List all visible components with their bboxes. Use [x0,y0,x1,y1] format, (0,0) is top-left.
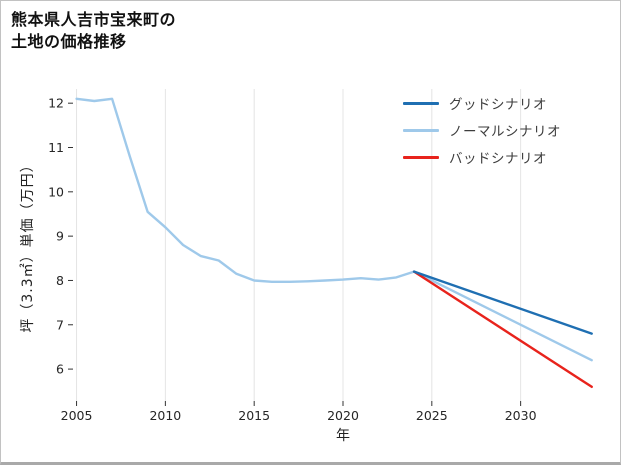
chart-title: 熊本県人吉市宝来町の 土地の価格推移 [11,9,176,53]
price-history-line [75,97,416,283]
y-tick-label: 10 [48,184,64,199]
y-tick-label: 12 [48,96,64,111]
good-scenario-line-swatch [403,101,439,105]
x-tick-label: 2030 [505,408,537,423]
legend: グッドシナリオ ノーマルシナリオ バッドシナリオ [403,93,561,174]
good-scenario-line [412,270,593,335]
x-tick-label: 2015 [238,408,270,423]
y-tick-label: 6 [56,362,64,377]
y-tick-label: 9 [56,229,64,244]
legend-label-normal-scenario: ノーマルシナリオ [449,124,561,140]
chart-title-line2: 土地の価格推移 [11,32,127,51]
legend-entry-bad-scenario: バッドシナリオ [403,147,561,167]
chart-title-line1: 熊本県人吉市宝来町の [11,10,177,29]
legend-entry-good-scenario: グッドシナリオ [403,93,561,113]
x-tick-label: 2020 [327,408,359,423]
x-tick-label: 2010 [149,408,181,423]
legend-label-bad-scenario: バッドシナリオ [449,151,547,167]
y-tick-label: 11 [48,140,64,155]
normal-scenario-line [412,270,593,362]
y-tick-label: 7 [56,317,64,332]
x-axis-label: 年 [336,428,350,444]
legend-entry-normal-scenario: ノーマルシナリオ [403,120,561,140]
legend-label-good-scenario: グッドシナリオ [449,97,547,113]
bad-scenario-line-swatch [403,155,439,159]
bad-scenario-line [412,270,593,388]
normal-scenario-line-swatch [403,128,439,132]
y-axis-label: 坪（3.3㎡）単価（万円） [20,157,36,333]
x-tick-label: 2025 [416,408,448,423]
y-tick-label: 8 [56,273,64,288]
x-tick-label: 2005 [61,408,93,423]
